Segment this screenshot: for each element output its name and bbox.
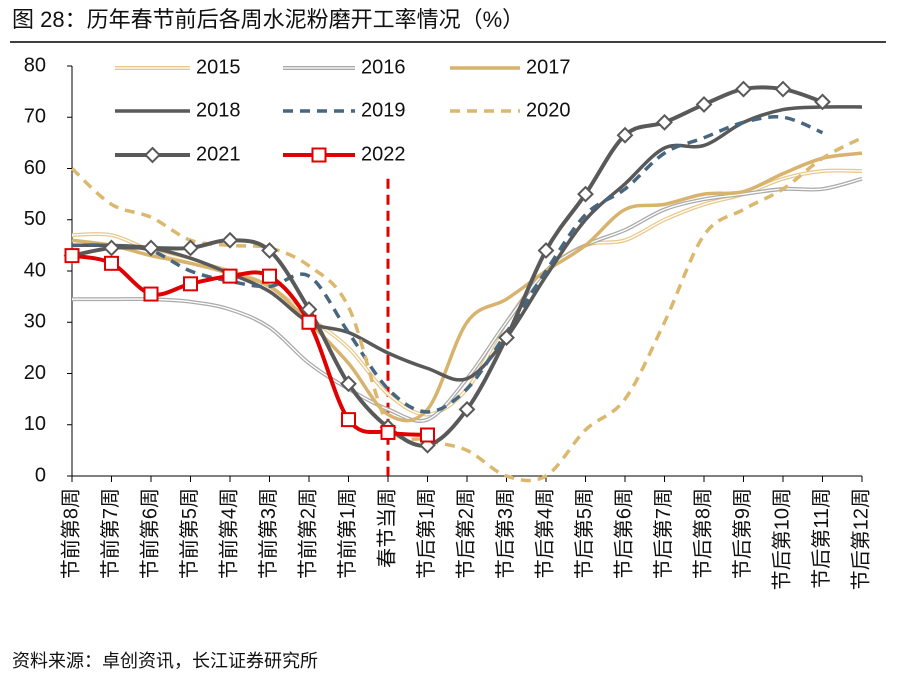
marker	[577, 185, 594, 203]
marker	[221, 231, 239, 249]
legend-label: 2017	[526, 56, 571, 78]
marker	[380, 424, 396, 440]
marker	[64, 248, 80, 264]
y-tick-label: 40	[24, 259, 46, 281]
x-tick-label: 节前第7周	[99, 488, 122, 579]
y-tick-label: 70	[24, 106, 46, 128]
marker	[458, 400, 476, 418]
marker	[656, 113, 673, 131]
x-tick-label: 节前第3周	[257, 488, 280, 579]
y-tick-label: 20	[24, 362, 46, 384]
source-note: 资料来源：卓创资讯，长江证券研究所	[12, 651, 318, 671]
marker	[341, 412, 356, 428]
marker	[537, 242, 555, 259]
legend-label: 2016	[361, 56, 406, 78]
x-tick-label: 节后第12周	[849, 488, 872, 590]
x-tick-label: 节后第4周	[533, 488, 556, 579]
marker	[814, 93, 831, 111]
x-tick-label: 节后第1周	[415, 488, 438, 579]
marker	[262, 268, 277, 284]
marker	[311, 147, 327, 163]
series-line	[71, 151, 863, 423]
marker	[695, 96, 713, 113]
marker	[104, 255, 119, 271]
legend-label: 2019	[361, 99, 406, 121]
legend-label: 2018	[196, 99, 241, 121]
y-tick-label: 80	[24, 54, 46, 76]
marker	[616, 126, 634, 144]
x-tick-label: 春节当周	[375, 488, 398, 568]
x-tick-label: 节前第2周	[296, 488, 319, 579]
x-tick-label: 节后第7周	[652, 488, 675, 579]
marker	[774, 80, 792, 98]
x-tick-label: 节后第8周	[691, 488, 714, 579]
marker	[735, 80, 752, 98]
marker	[143, 286, 159, 302]
y-tick-label: 50	[24, 208, 46, 230]
legend-label: 2020	[526, 99, 571, 121]
x-tick-label: 节后第11周	[810, 488, 833, 589]
x-tick-label: 节前第8周	[59, 488, 82, 579]
marker	[222, 268, 238, 284]
series-line	[70, 136, 863, 483]
y-tick-label: 0	[35, 464, 46, 486]
series-line	[71, 176, 863, 423]
x-tick-label: 节前第4周	[217, 488, 240, 579]
marker	[261, 242, 278, 259]
marker	[144, 146, 161, 164]
marker	[340, 375, 357, 393]
series-line	[71, 115, 824, 414]
x-tick-label: 节后第6周	[612, 488, 635, 579]
legend-label: 2022	[361, 143, 406, 165]
legend-label: 2021	[196, 143, 241, 165]
y-tick-label: 60	[24, 157, 46, 179]
marker	[301, 314, 317, 330]
x-tick-label: 节后第2周	[454, 488, 477, 579]
series-line	[71, 253, 428, 437]
marker	[420, 427, 435, 443]
marker	[183, 276, 198, 292]
x-tick-label: 节后第3周	[494, 488, 517, 579]
marker	[182, 239, 199, 257]
legend-label: 2015	[196, 56, 241, 78]
x-tick-label: 节后第9周	[731, 488, 754, 579]
chart-title: 图 28：历年春节前后各周水泥粉磨开工率情况（%）	[12, 7, 524, 32]
x-tick-label: 节前第6周	[138, 488, 161, 579]
series-line	[71, 105, 863, 382]
x-tick-label: 节后第10周	[770, 488, 793, 590]
y-tick-label: 30	[24, 311, 46, 333]
marker	[498, 329, 515, 347]
x-tick-label: 节前第1周	[336, 488, 359, 579]
x-tick-label: 节前第5周	[178, 488, 201, 579]
y-tick-label: 10	[24, 413, 46, 435]
marker	[103, 239, 120, 257]
series-line	[71, 85, 824, 448]
marker	[142, 239, 160, 257]
x-tick-label: 节后第5周	[573, 488, 596, 579]
